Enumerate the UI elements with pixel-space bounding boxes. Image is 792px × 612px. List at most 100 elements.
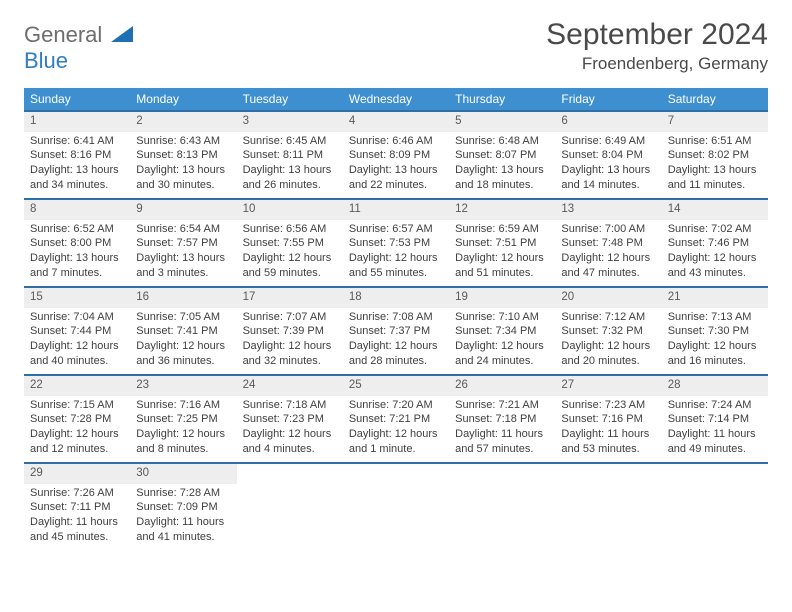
day-details: Sunrise: 6:43 AMSunset: 8:13 PMDaylight:…	[130, 132, 236, 197]
day-details: Sunrise: 6:52 AMSunset: 8:00 PMDaylight:…	[24, 220, 130, 285]
day-details: Sunrise: 7:04 AMSunset: 7:44 PMDaylight:…	[24, 308, 130, 373]
calendar-day-cell: 20Sunrise: 7:12 AMSunset: 7:32 PMDayligh…	[555, 287, 661, 375]
day-number: 12	[449, 200, 555, 220]
day-details: Sunrise: 6:45 AMSunset: 8:11 PMDaylight:…	[237, 132, 343, 197]
weekday-header: Monday	[130, 88, 236, 111]
calendar-day-cell: 9Sunrise: 6:54 AMSunset: 7:57 PMDaylight…	[130, 199, 236, 287]
weekday-header: Wednesday	[343, 88, 449, 111]
day-number: 15	[24, 288, 130, 308]
calendar-day-cell: 19Sunrise: 7:10 AMSunset: 7:34 PMDayligh…	[449, 287, 555, 375]
day-details: Sunrise: 7:02 AMSunset: 7:46 PMDaylight:…	[662, 220, 768, 285]
calendar-day-cell: 13Sunrise: 7:00 AMSunset: 7:48 PMDayligh…	[555, 199, 661, 287]
calendar-week-row: 8Sunrise: 6:52 AMSunset: 8:00 PMDaylight…	[24, 199, 768, 287]
day-number: 23	[130, 376, 236, 396]
day-details: Sunrise: 6:54 AMSunset: 7:57 PMDaylight:…	[130, 220, 236, 285]
calendar-day-cell: 4Sunrise: 6:46 AMSunset: 8:09 PMDaylight…	[343, 111, 449, 199]
calendar-day-cell: 28Sunrise: 7:24 AMSunset: 7:14 PMDayligh…	[662, 375, 768, 463]
day-details: Sunrise: 7:18 AMSunset: 7:23 PMDaylight:…	[237, 396, 343, 461]
day-number: 7	[662, 112, 768, 132]
calendar-day-cell: 6Sunrise: 6:49 AMSunset: 8:04 PMDaylight…	[555, 111, 661, 199]
day-number: 24	[237, 376, 343, 396]
day-number: 6	[555, 112, 661, 132]
calendar-day-cell	[662, 463, 768, 551]
calendar-day-cell: 29Sunrise: 7:26 AMSunset: 7:11 PMDayligh…	[24, 463, 130, 551]
day-number: 14	[662, 200, 768, 220]
calendar-day-cell: 12Sunrise: 6:59 AMSunset: 7:51 PMDayligh…	[449, 199, 555, 287]
day-details: Sunrise: 7:08 AMSunset: 7:37 PMDaylight:…	[343, 308, 449, 373]
day-number: 26	[449, 376, 555, 396]
day-number: 11	[343, 200, 449, 220]
calendar-day-cell: 23Sunrise: 7:16 AMSunset: 7:25 PMDayligh…	[130, 375, 236, 463]
weekday-header: Saturday	[662, 88, 768, 111]
day-details: Sunrise: 7:10 AMSunset: 7:34 PMDaylight:…	[449, 308, 555, 373]
day-number: 21	[662, 288, 768, 308]
calendar-day-cell: 2Sunrise: 6:43 AMSunset: 8:13 PMDaylight…	[130, 111, 236, 199]
calendar-week-row: 29Sunrise: 7:26 AMSunset: 7:11 PMDayligh…	[24, 463, 768, 551]
calendar-day-cell: 17Sunrise: 7:07 AMSunset: 7:39 PMDayligh…	[237, 287, 343, 375]
day-details: Sunrise: 6:51 AMSunset: 8:02 PMDaylight:…	[662, 132, 768, 197]
day-details: Sunrise: 6:59 AMSunset: 7:51 PMDaylight:…	[449, 220, 555, 285]
calendar-day-cell: 15Sunrise: 7:04 AMSunset: 7:44 PMDayligh…	[24, 287, 130, 375]
day-number: 13	[555, 200, 661, 220]
day-details: Sunrise: 7:07 AMSunset: 7:39 PMDaylight:…	[237, 308, 343, 373]
calendar-day-cell: 14Sunrise: 7:02 AMSunset: 7:46 PMDayligh…	[662, 199, 768, 287]
day-details: Sunrise: 6:48 AMSunset: 8:07 PMDaylight:…	[449, 132, 555, 197]
calendar-day-cell	[449, 463, 555, 551]
weekday-header: Tuesday	[237, 88, 343, 111]
day-number: 5	[449, 112, 555, 132]
calendar-table: Sunday Monday Tuesday Wednesday Thursday…	[24, 88, 768, 551]
calendar-day-cell: 5Sunrise: 6:48 AMSunset: 8:07 PMDaylight…	[449, 111, 555, 199]
day-details: Sunrise: 6:46 AMSunset: 8:09 PMDaylight:…	[343, 132, 449, 197]
day-number: 18	[343, 288, 449, 308]
day-number: 3	[237, 112, 343, 132]
day-number: 22	[24, 376, 130, 396]
day-number: 29	[24, 464, 130, 484]
calendar-week-row: 1Sunrise: 6:41 AMSunset: 8:16 PMDaylight…	[24, 111, 768, 199]
day-details: Sunrise: 6:56 AMSunset: 7:55 PMDaylight:…	[237, 220, 343, 285]
day-details: Sunrise: 7:28 AMSunset: 7:09 PMDaylight:…	[130, 484, 236, 549]
weekday-header: Thursday	[449, 88, 555, 111]
calendar-day-cell: 7Sunrise: 6:51 AMSunset: 8:02 PMDaylight…	[662, 111, 768, 199]
day-number: 2	[130, 112, 236, 132]
calendar-day-cell: 24Sunrise: 7:18 AMSunset: 7:23 PMDayligh…	[237, 375, 343, 463]
day-details: Sunrise: 6:57 AMSunset: 7:53 PMDaylight:…	[343, 220, 449, 285]
calendar-day-cell: 25Sunrise: 7:20 AMSunset: 7:21 PMDayligh…	[343, 375, 449, 463]
logo-word1: General	[24, 22, 102, 47]
day-details: Sunrise: 7:12 AMSunset: 7:32 PMDaylight:…	[555, 308, 661, 373]
calendar-day-cell: 3Sunrise: 6:45 AMSunset: 8:11 PMDaylight…	[237, 111, 343, 199]
day-details: Sunrise: 7:20 AMSunset: 7:21 PMDaylight:…	[343, 396, 449, 461]
calendar-day-cell: 30Sunrise: 7:28 AMSunset: 7:09 PMDayligh…	[130, 463, 236, 551]
calendar-day-cell: 22Sunrise: 7:15 AMSunset: 7:28 PMDayligh…	[24, 375, 130, 463]
logo: General Blue	[24, 22, 133, 74]
day-number: 8	[24, 200, 130, 220]
calendar-day-cell: 18Sunrise: 7:08 AMSunset: 7:37 PMDayligh…	[343, 287, 449, 375]
day-number: 30	[130, 464, 236, 484]
day-details: Sunrise: 7:13 AMSunset: 7:30 PMDaylight:…	[662, 308, 768, 373]
day-number: 17	[237, 288, 343, 308]
day-details: Sunrise: 6:41 AMSunset: 8:16 PMDaylight:…	[24, 132, 130, 197]
calendar-day-cell: 26Sunrise: 7:21 AMSunset: 7:18 PMDayligh…	[449, 375, 555, 463]
day-details: Sunrise: 7:15 AMSunset: 7:28 PMDaylight:…	[24, 396, 130, 461]
month-title: September 2024	[546, 18, 768, 52]
day-number: 28	[662, 376, 768, 396]
calendar-day-cell	[343, 463, 449, 551]
calendar-day-cell: 16Sunrise: 7:05 AMSunset: 7:41 PMDayligh…	[130, 287, 236, 375]
day-number: 1	[24, 112, 130, 132]
calendar-day-cell: 10Sunrise: 6:56 AMSunset: 7:55 PMDayligh…	[237, 199, 343, 287]
day-number: 10	[237, 200, 343, 220]
day-number: 9	[130, 200, 236, 220]
weekday-header-row: Sunday Monday Tuesday Wednesday Thursday…	[24, 88, 768, 111]
day-details: Sunrise: 7:23 AMSunset: 7:16 PMDaylight:…	[555, 396, 661, 461]
weekday-header: Friday	[555, 88, 661, 111]
day-details: Sunrise: 7:24 AMSunset: 7:14 PMDaylight:…	[662, 396, 768, 461]
calendar-day-cell: 1Sunrise: 6:41 AMSunset: 8:16 PMDaylight…	[24, 111, 130, 199]
calendar-day-cell: 8Sunrise: 6:52 AMSunset: 8:00 PMDaylight…	[24, 199, 130, 287]
day-details: Sunrise: 7:00 AMSunset: 7:48 PMDaylight:…	[555, 220, 661, 285]
calendar-day-cell	[555, 463, 661, 551]
header: General Blue September 2024 Froendenberg…	[24, 18, 768, 74]
day-number: 27	[555, 376, 661, 396]
day-details: Sunrise: 7:05 AMSunset: 7:41 PMDaylight:…	[130, 308, 236, 373]
calendar-day-cell: 21Sunrise: 7:13 AMSunset: 7:30 PMDayligh…	[662, 287, 768, 375]
day-number: 20	[555, 288, 661, 308]
day-details: Sunrise: 7:21 AMSunset: 7:18 PMDaylight:…	[449, 396, 555, 461]
